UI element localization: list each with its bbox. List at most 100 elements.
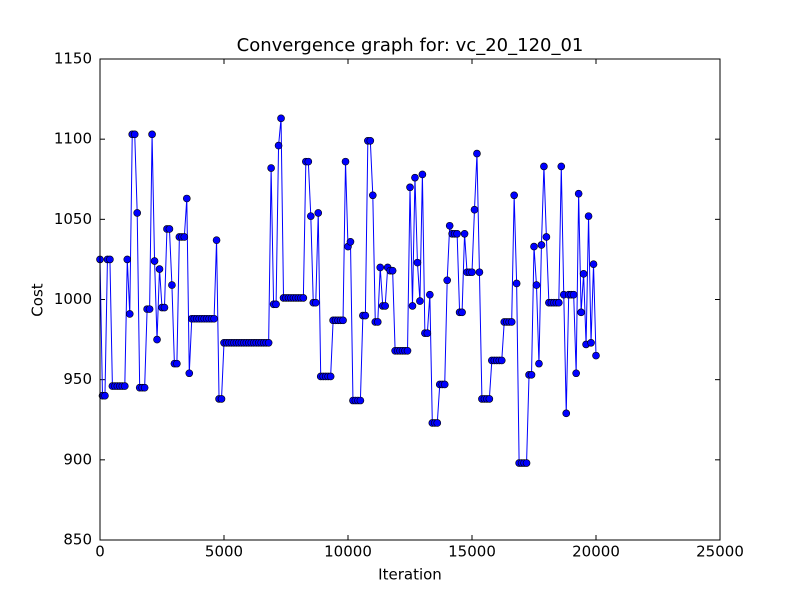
marker [185,369,194,378]
y-tick-label: 950 [63,370,92,388]
marker [592,351,600,360]
marker [557,162,566,171]
y-axis-label: Cost [29,283,47,316]
marker [406,183,414,192]
marker [173,359,181,368]
marker [433,419,442,427]
marker [160,303,169,312]
marker [468,268,476,277]
x-tick-label: 20000 [572,543,620,561]
marker [416,297,424,305]
marker [418,170,427,179]
marker [264,338,273,347]
marker [572,369,580,378]
x-tick-label: 10000 [324,543,372,561]
marker [440,380,449,389]
marker [473,149,481,158]
marker [510,191,518,200]
chart-title: Convergence graph for: vc_20_120_01 [237,35,584,56]
marker [153,335,161,344]
marker [388,266,397,275]
y-tick-label: 1050 [54,210,92,228]
marker [507,318,516,326]
marker [299,294,308,302]
marker [554,298,563,307]
plot-frame [99,58,721,541]
marker [101,391,109,400]
marker [165,225,174,233]
marker [530,242,538,251]
marker [339,316,347,325]
marker [408,302,417,310]
marker [304,157,313,166]
marker [123,255,132,264]
marker [574,189,583,198]
marker [168,281,176,289]
marker [537,241,546,249]
marker [411,173,419,182]
marker [403,347,412,355]
x-tick-label: 25000 [696,543,744,561]
marker [145,305,154,313]
y-tick-label: 850 [63,531,92,549]
marker [589,260,598,269]
y-tick-label: 1000 [54,290,92,308]
marker [155,265,164,273]
marker [274,141,283,150]
marker [522,459,531,467]
marker [458,308,466,317]
marker [148,130,156,139]
marker [512,279,521,288]
marker [125,310,134,318]
marker [443,276,452,285]
y-tick-label: 1100 [54,130,92,148]
marker [272,300,280,309]
marker [485,395,494,403]
marker [210,314,218,323]
marker [311,298,320,307]
marker [130,130,139,139]
x-axis-label: Iteration [378,566,442,584]
marker [326,372,335,381]
marker [277,114,285,123]
marker [346,237,355,246]
marker [373,318,382,326]
y-tick-label: 1150 [54,50,92,68]
marker [587,338,595,347]
marker [150,257,159,265]
marker [341,157,350,166]
marker [133,209,141,217]
marker [413,258,422,267]
marker [535,359,543,368]
marker [445,221,454,230]
marker [217,395,226,403]
marker [540,162,548,171]
marker [121,382,129,390]
marker [267,164,275,172]
marker [532,281,541,289]
marker [527,371,536,379]
y-tick-label: 900 [63,450,92,468]
marker [361,311,370,320]
marker [453,229,461,238]
marker [423,329,432,337]
marker [180,233,189,241]
marker [470,205,479,214]
marker [579,270,588,278]
marker [475,268,484,277]
marker [376,263,385,272]
marker [569,290,578,299]
marker [426,290,434,299]
marker [106,255,114,264]
marker [314,209,323,217]
marker [356,396,365,405]
x-tick-label: 15000 [448,543,496,561]
marker [212,236,221,244]
marker [460,229,469,238]
marker [381,302,390,310]
x-tick-label: 5000 [205,543,243,561]
marker [366,136,375,145]
